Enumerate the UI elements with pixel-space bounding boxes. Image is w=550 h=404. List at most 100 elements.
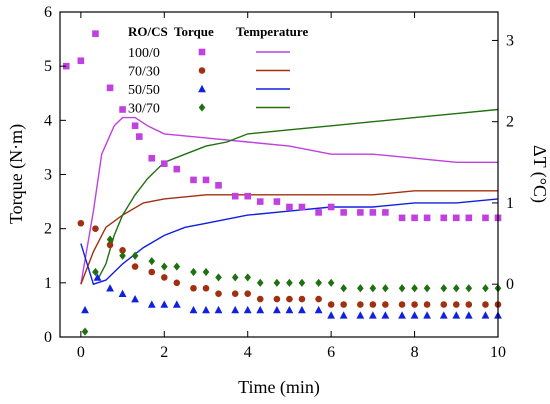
torque-point: [119, 247, 126, 254]
torque-point: [160, 262, 168, 271]
legend-marker-70-30: [198, 67, 206, 74]
y-left-axis-ticks: 0 1 2 3 4 5 6: [44, 4, 66, 346]
torque-point: [231, 305, 240, 314]
torque-point: [410, 311, 419, 319]
x-tick-label: 4: [244, 344, 252, 361]
torque-point: [482, 214, 489, 222]
torque-points-30-70: [81, 235, 502, 336]
torque-point: [215, 290, 222, 297]
torque-point: [273, 278, 281, 287]
torque-point: [452, 284, 460, 293]
torque-point: [147, 300, 156, 308]
torque-point: [173, 279, 181, 287]
torque-point: [315, 278, 322, 287]
y-left-tick-label: 1: [44, 275, 52, 292]
temperature-line-30-70: [96, 108, 499, 281]
torque-point: [411, 284, 418, 293]
x-axis-ticks: 0 2 4 6 8 10: [77, 12, 506, 361]
torque-point: [298, 295, 306, 303]
legend-header-torque: Torque: [174, 24, 214, 39]
torque-point: [81, 305, 89, 314]
torque-point: [215, 182, 222, 189]
torque-point: [273, 295, 281, 303]
torque-point: [160, 274, 168, 281]
y-right-axis-ticks: 0 1 2 3: [492, 32, 514, 293]
torque-point: [315, 209, 322, 216]
torque-point: [173, 165, 181, 173]
torque-point: [160, 160, 168, 167]
torque-point: [440, 214, 448, 222]
torque-point: [231, 290, 239, 297]
torque-point: [298, 203, 306, 211]
torque-point: [368, 311, 377, 319]
torque-point: [190, 284, 197, 292]
torque-point: [256, 295, 264, 303]
torque-point: [369, 284, 377, 293]
torque-point: [340, 209, 347, 216]
torque-point: [148, 154, 156, 162]
torque-point: [273, 305, 281, 314]
torque-point: [77, 219, 85, 227]
y-left-tick-label: 3: [44, 167, 52, 184]
torque-point: [92, 267, 99, 277]
torque-point: [215, 273, 222, 282]
torque-point: [340, 301, 347, 308]
y-left-tick-label: 0: [44, 329, 52, 346]
torque-point: [202, 305, 210, 314]
torque-point: [148, 268, 156, 276]
plot-data: [62, 30, 502, 336]
y-left-tick-label: 6: [44, 4, 52, 21]
torque-point: [327, 203, 335, 211]
torque-point: [465, 301, 473, 308]
temperature-line-70-30: [80, 190, 498, 285]
torque-point: [131, 294, 139, 303]
torque-points-50-50: [81, 273, 502, 319]
torque-point: [481, 311, 490, 319]
torque-point: [452, 214, 460, 222]
torque-point: [315, 295, 322, 303]
y-right-tick-label: 3: [506, 32, 514, 49]
torque-points-70-30: [77, 219, 502, 308]
torque-point: [231, 273, 239, 282]
torque-point: [244, 192, 252, 200]
torque-point: [81, 327, 89, 336]
y-right-tick-label: 0: [506, 276, 514, 293]
torque-point: [92, 225, 99, 232]
x-tick-label: 6: [327, 344, 335, 361]
torque-point: [369, 301, 377, 308]
torque-point: [357, 284, 364, 293]
torque-point: [189, 305, 198, 314]
torque-point: [464, 311, 473, 319]
torque-point: [119, 251, 126, 260]
torque-point: [202, 176, 210, 184]
torque-point: [339, 311, 348, 319]
torque-point: [172, 300, 181, 308]
torque-point: [382, 301, 389, 308]
torque-point: [93, 273, 102, 281]
torque-point: [298, 278, 306, 287]
y-right-tick-label: 1: [506, 195, 514, 212]
torque-point: [423, 214, 431, 222]
torque-point: [314, 305, 323, 314]
torque-point: [231, 192, 239, 200]
torque-point: [423, 311, 431, 319]
torque-point: [256, 305, 265, 314]
torque-point: [411, 214, 418, 222]
torque-point: [202, 267, 210, 277]
torque-point: [327, 311, 336, 319]
x-tick-label: 10: [490, 344, 506, 361]
torque-point: [148, 257, 156, 266]
torque-point: [286, 278, 293, 287]
y-left-tick-label: 4: [44, 112, 52, 129]
torque-point: [298, 305, 306, 314]
y-left-tick-label: 2: [44, 221, 52, 238]
torque-point: [327, 278, 335, 287]
torque-point: [398, 301, 406, 308]
torque-point: [119, 106, 126, 113]
torque-point: [285, 305, 294, 314]
torque-point: [411, 301, 418, 308]
torque-point: [256, 198, 264, 205]
torque-point: [273, 198, 281, 205]
torque-point: [173, 262, 181, 271]
